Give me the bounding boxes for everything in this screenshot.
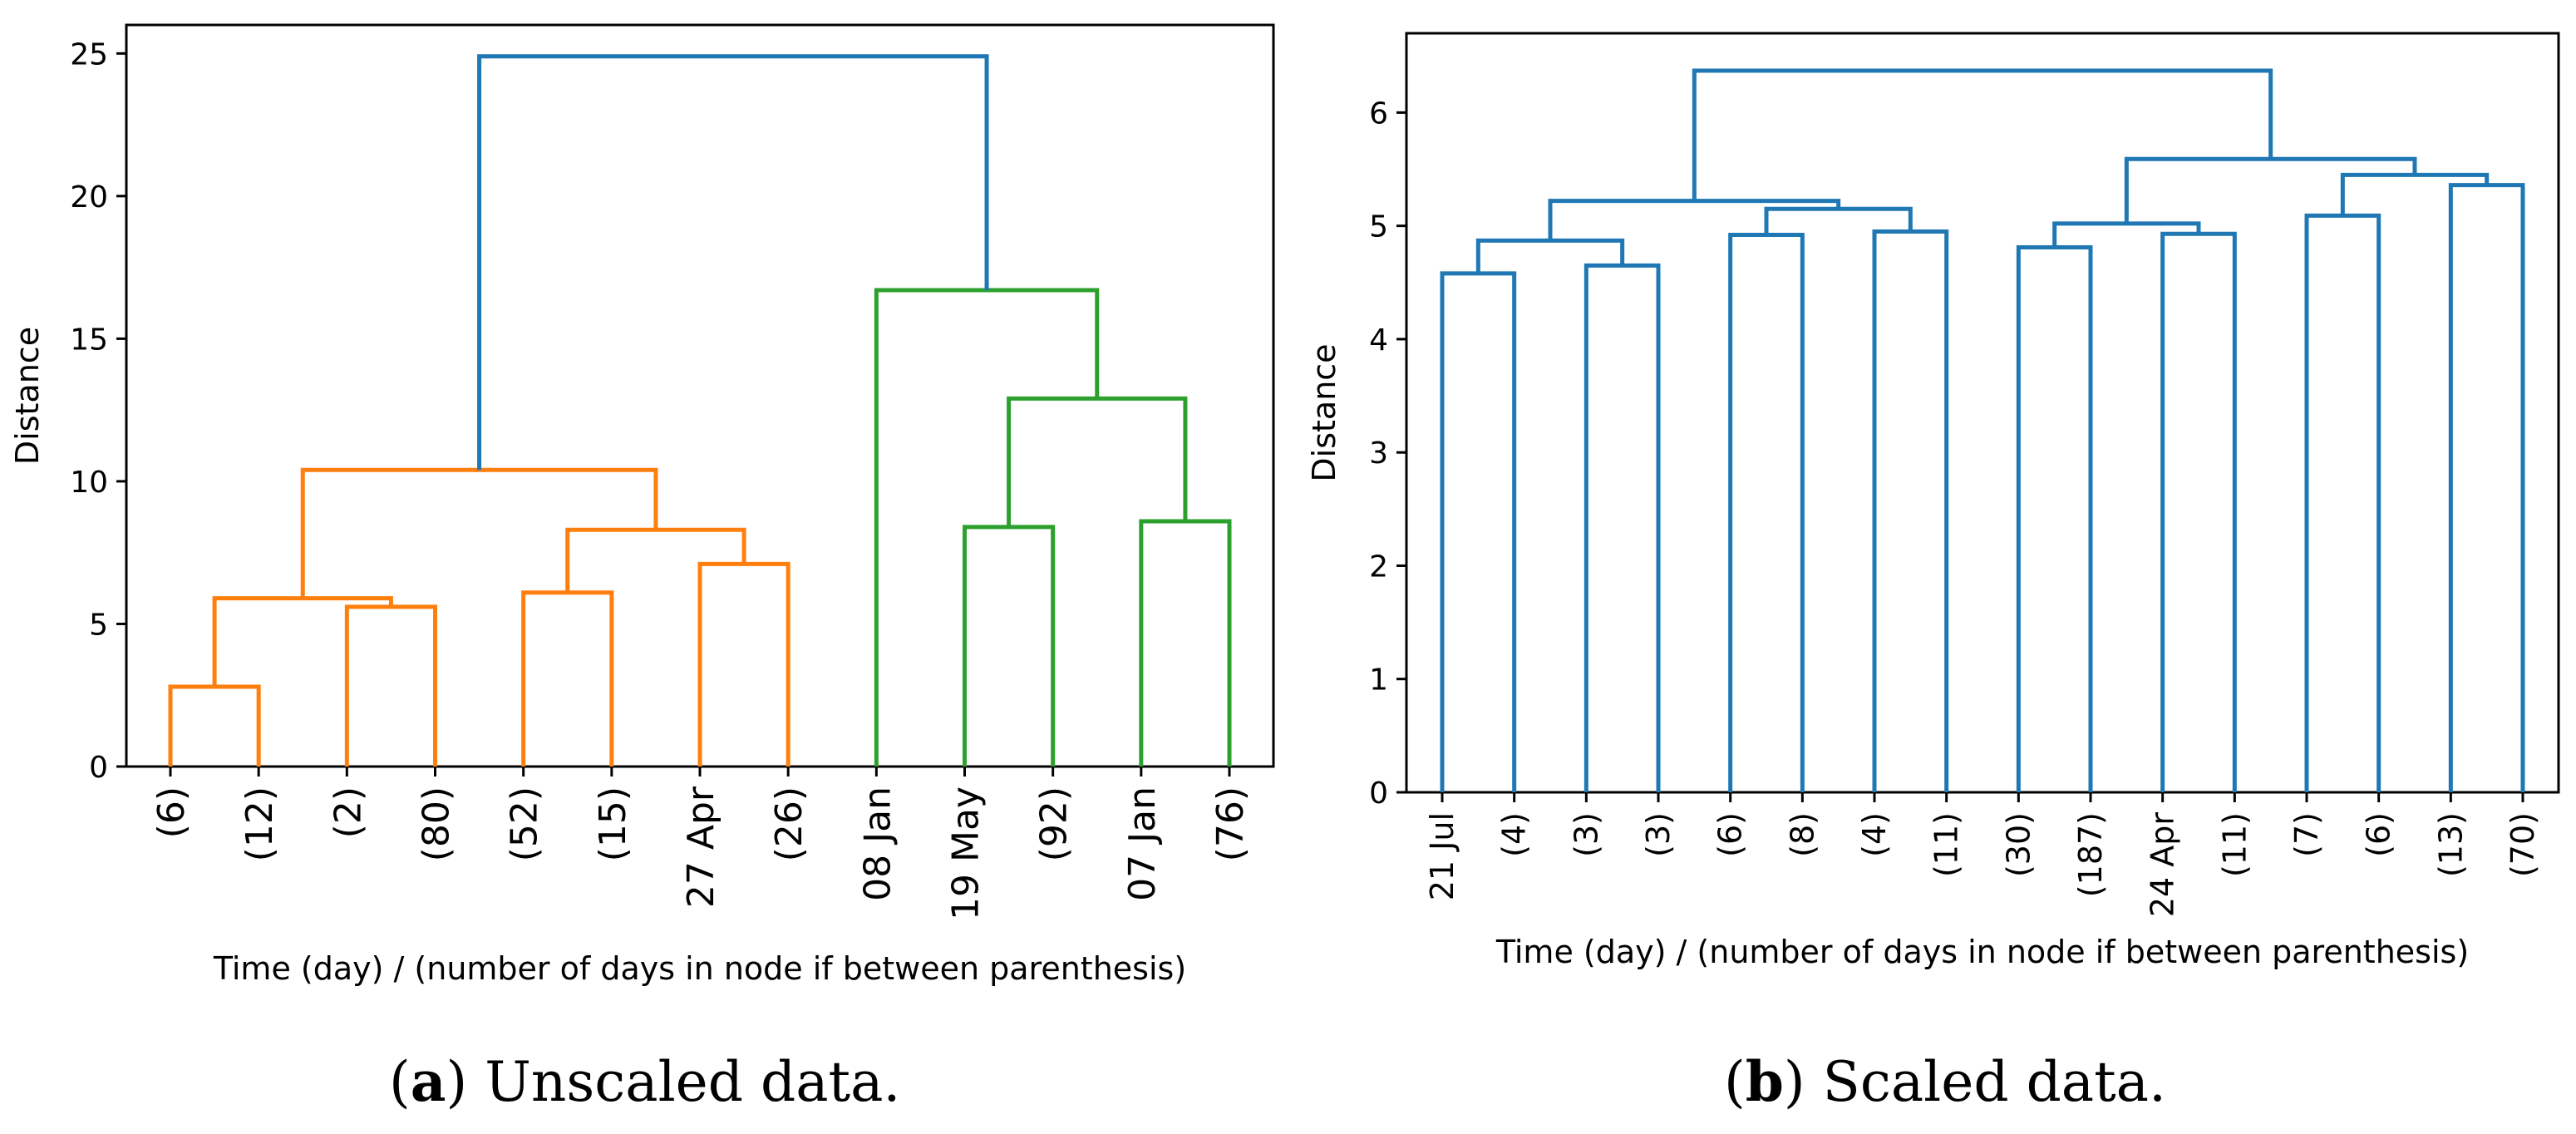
leaf-label: (6) [1712,812,1749,857]
leaf-label: (4) [1496,812,1533,857]
dendrogram-panel-a: 0 5 10 15 20 25 (6) (12) (2) (80) (52) (15) 27 Apr (2… [9,23,1275,987]
caption-a-letter: a [410,1049,446,1114]
dendrogram-link [2016,245,2093,792]
y-tick-label: 6 [1369,96,1388,131]
leaf-label: 07 Jan [1121,786,1164,901]
leaf-label: (30) [2000,812,2037,877]
caption-a-text: Unscaled data. [485,1050,901,1114]
dendrogram-link [2448,183,2525,792]
dendrogram-link [1139,519,1232,767]
dendrogram-link [168,684,261,767]
leaf-label: (3) [1640,812,1677,857]
caption-b-text: Scaled data. [1822,1050,2167,1114]
dendrogram-link [344,604,437,767]
leaf-label: (13) [2432,812,2469,877]
leaf-label: (6) [150,786,193,838]
y-tick-label: 10 [70,466,108,500]
y-axis-label: Distance [1306,343,1342,481]
y-tick-label: 2 [1369,550,1388,584]
leaf-label: (187) [2072,812,2109,897]
dendrogram-link [2340,172,2490,216]
caption-b: (b) Scaled data. [1724,1049,2167,1114]
leaf-label: (92) [1033,786,1076,861]
y-tick-label: 15 [70,323,108,357]
y-tick-label: 0 [1369,777,1388,811]
y-tick-label: 5 [89,608,108,642]
dendrogram-link [212,596,393,687]
y-axis-label: Distance [9,327,46,465]
dendrogram-link [300,467,658,599]
dendrogram-link [1728,233,1805,792]
dendrogram-link [1692,68,2273,201]
leaf-label: (11) [1928,812,1965,877]
dendrogram-link [1584,263,1661,792]
y-tick-label: 4 [1369,323,1388,357]
leaf-label: (26) [768,786,810,861]
dendrogram-link [697,561,791,767]
dendrogram-link [565,527,746,593]
leaf-label: (52) [504,786,546,861]
dendrogram-link [1475,238,1625,274]
dendrogram-panel-b: 0 1 2 3 4 5 6 21 Jul (4) (3) (3) (6) (8) (4) (11) (30) (… [1306,32,2560,970]
leaf-label: (80) [416,786,458,861]
y-tick-label: 20 [70,180,108,214]
dendrogram-link [1872,229,1949,792]
dendrogram-link [963,525,1056,767]
dendrogram-link [1007,396,1188,527]
dendrogram-link [1548,199,1841,241]
dendrogram-link [477,54,989,471]
leaf-label: 24 Apr [2145,812,2181,918]
dendrogram-link [2160,231,2237,792]
leaf-label: (12) [239,786,281,861]
y-tick-label: 3 [1369,436,1388,471]
y-tick-label: 25 [70,37,108,71]
caption-a: (a) Unscaled data. [389,1049,901,1114]
plot-frame [1405,32,2560,794]
leaf-label: (7) [2288,812,2325,857]
y-tick-label: 0 [89,751,108,785]
leaf-label: 21 Jul [1424,812,1460,900]
x-axis-label: Time (day) / (number of days in node if … [1495,934,2469,970]
leaf-label: 19 May [945,786,988,920]
dendrogram-link [1440,271,1517,792]
leaf-label: (3) [1568,812,1604,857]
x-axis-label: Time (day) / (number of days in node if … [213,950,1186,987]
leaf-label: (4) [1856,812,1893,857]
caption-b-letter: b [1745,1049,1784,1114]
dendrogram-link [2304,213,2381,792]
leaf-label: (76) [1209,786,1252,861]
dendrogram-link [874,288,1100,767]
leaf-label: (6) [2361,812,2397,857]
y-tick-label: 1 [1369,663,1388,698]
leaf-label: (15) [592,786,634,861]
leaf-label: (70) [2505,812,2541,877]
leaf-label: 08 Jan [856,786,899,901]
leaf-label: (11) [2216,812,2253,877]
y-tick-label: 5 [1369,210,1388,244]
leaf-label: (2) [327,786,369,838]
leaf-label: 27 Apr [680,786,722,908]
dendrogram-link [521,590,614,767]
leaf-label: (8) [1784,812,1820,857]
